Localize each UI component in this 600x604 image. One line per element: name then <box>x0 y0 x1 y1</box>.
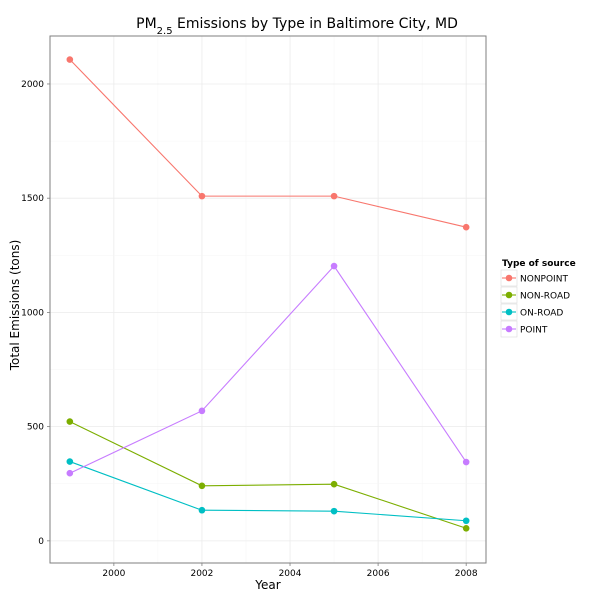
legend-key-on-road <box>500 303 518 321</box>
legend-key-non-road <box>500 286 518 304</box>
grid <box>50 36 486 563</box>
legend-key-point <box>505 325 513 333</box>
data-point-non-road <box>198 482 206 490</box>
data-point-non-road <box>66 418 74 425</box>
chart-title-main: PM <box>136 16 157 32</box>
y-tick-label: 0 <box>38 537 44 547</box>
chart-title-subscript: 2.5 <box>157 26 173 37</box>
legend-label: POINT <box>520 326 548 336</box>
legend-key-point <box>500 320 518 338</box>
x-tick-label: 2002 <box>190 569 213 579</box>
x-tick-label: 2000 <box>102 569 125 579</box>
legend-key-point <box>505 274 513 282</box>
series-line-point <box>69 265 467 474</box>
y-axis-title: Total Emissions (tons) <box>8 240 22 372</box>
data-point-point <box>198 407 206 415</box>
legend-label: NON-ROAD <box>520 292 570 302</box>
series-line-nonpoint <box>69 59 467 228</box>
legend: Type of source NONPOINT NON-ROAD ON-ROAD PO… <box>500 259 576 338</box>
data-point-nonpoint <box>198 192 206 200</box>
series-line-non-road <box>69 421 467 529</box>
x-tick-label: 2008 <box>455 569 478 579</box>
x-tick-label: 2006 <box>367 569 390 579</box>
legend-label: NONPOINT <box>520 275 568 285</box>
chart-title: PM2.5 Emissions by Type in Baltimore Cit… <box>136 16 458 37</box>
legend-items: NONPOINT NON-ROAD ON-ROAD POINT <box>500 269 570 338</box>
legend-title: Type of source <box>502 259 576 269</box>
legend-key-point <box>505 291 513 299</box>
data-point-on-road <box>198 506 206 514</box>
x-tick-label: 2004 <box>279 569 302 579</box>
data-point-nonpoint <box>66 56 74 63</box>
data-point-point <box>462 458 470 466</box>
series <box>66 56 470 532</box>
x-axis-title: Year <box>254 578 280 592</box>
legend-key-nonpoint <box>500 269 518 287</box>
y-tick-label: 500 <box>27 423 44 433</box>
data-point-nonpoint <box>330 192 338 200</box>
data-point-nonpoint <box>462 223 470 231</box>
legend-key-point <box>505 308 513 316</box>
y-tick-label: 2000 <box>21 80 44 90</box>
chart-title-rest: Emissions by Type in Baltimore City, MD <box>173 16 458 32</box>
series-line-on-road <box>69 461 467 522</box>
data-point-point <box>330 262 338 270</box>
axis-ticks: 2000 2002 2004 2006 2008 0 500 1000 1500 2000 <box>21 80 478 579</box>
data-point-on-road <box>330 507 338 515</box>
y-tick-label: 1500 <box>21 194 44 204</box>
legend-label: ON-ROAD <box>520 309 563 319</box>
data-point-point <box>66 469 74 477</box>
y-tick-label: 1000 <box>21 308 44 318</box>
data-point-on-road <box>462 517 470 525</box>
plot-panel-border <box>49 35 487 564</box>
data-point-non-road <box>462 524 470 532</box>
data-point-non-road <box>330 480 338 488</box>
data-point-on-road <box>66 458 74 465</box>
